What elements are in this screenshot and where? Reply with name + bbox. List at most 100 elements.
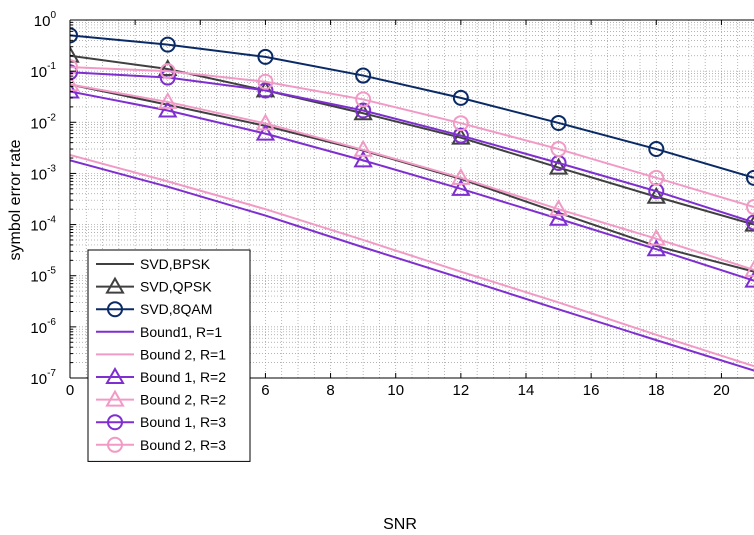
x-tick-label: 12 bbox=[453, 382, 470, 399]
data-point bbox=[157, 100, 178, 118]
data-point bbox=[646, 239, 667, 257]
legend-item: Bound 2, R=2 bbox=[96, 389, 226, 408]
data-point bbox=[451, 178, 471, 196]
legend-swatch-marker bbox=[105, 276, 125, 294]
data-point bbox=[648, 169, 665, 186]
legend-item: SVD,QPSK bbox=[96, 276, 212, 295]
legend-label: Bound 2, R=2 bbox=[140, 392, 226, 408]
x-tick-label: 14 bbox=[518, 382, 535, 399]
legend-swatch-marker bbox=[105, 389, 125, 407]
data-point bbox=[257, 73, 274, 90]
data-point bbox=[452, 115, 469, 132]
legend-item: SVD,8QAM bbox=[96, 301, 212, 318]
plot-series bbox=[70, 27, 754, 372]
series-line bbox=[70, 90, 754, 282]
y-tick-label: 10-7 bbox=[30, 368, 56, 388]
legend-label: Bound1, R=1 bbox=[140, 324, 222, 340]
data-point bbox=[70, 74, 80, 92]
series-2 bbox=[70, 27, 754, 186]
data-point bbox=[451, 167, 471, 185]
data-point bbox=[646, 228, 667, 246]
data-point bbox=[159, 36, 176, 53]
data-point bbox=[744, 270, 754, 288]
series-4 bbox=[70, 153, 754, 368]
data-point bbox=[550, 114, 567, 131]
legend-item: Bound 2, R=3 bbox=[96, 436, 226, 453]
series-line bbox=[70, 153, 754, 368]
data-point bbox=[744, 214, 754, 232]
legend: SVD,BPSK SVD,QPSK SVD,8QAM Bound1, R=1 Bound… bbox=[87, 249, 251, 462]
y-tick-label: 10-2 bbox=[30, 112, 56, 132]
legend-label: Bound 1, R=3 bbox=[140, 414, 226, 430]
legend-item: Bound 1, R=2 bbox=[96, 366, 226, 385]
data-point bbox=[70, 64, 78, 81]
series-8 bbox=[70, 59, 754, 216]
x-tick-label: 0 bbox=[66, 382, 74, 399]
x-tick-label: 18 bbox=[648, 382, 665, 399]
axes: 0246810121416182010-710-610-510-410-310-… bbox=[30, 10, 754, 399]
x-tick-label: 8 bbox=[326, 382, 334, 399]
series-7 bbox=[70, 64, 754, 231]
legend-item: Bound 2, R=1 bbox=[96, 346, 226, 362]
y-tick-label: 100 bbox=[34, 10, 57, 30]
data-point bbox=[353, 139, 373, 157]
data-point bbox=[355, 91, 372, 108]
series-3 bbox=[70, 159, 754, 372]
data-point bbox=[257, 48, 274, 65]
data-point bbox=[746, 214, 754, 231]
data-point bbox=[353, 150, 373, 168]
legend-label: Bound 2, R=1 bbox=[140, 346, 226, 362]
data-point bbox=[548, 157, 569, 175]
legend-label: Bound 1, R=2 bbox=[140, 369, 226, 385]
x-axis-label: SNR bbox=[383, 516, 417, 533]
x-tick-label: 10 bbox=[387, 382, 404, 399]
data-point bbox=[70, 59, 78, 76]
series-5 bbox=[70, 81, 754, 288]
data-point bbox=[548, 208, 569, 226]
series-6 bbox=[70, 74, 754, 277]
series-line bbox=[70, 34, 754, 179]
legend-box bbox=[87, 249, 251, 462]
legend-label: SVD,8QAM bbox=[140, 301, 212, 317]
legend-label: SVD,BPSK bbox=[140, 256, 211, 272]
x-tick-label: 20 bbox=[713, 382, 730, 399]
data-point bbox=[159, 63, 176, 80]
data-point bbox=[257, 82, 274, 99]
series-line bbox=[70, 66, 754, 209]
legend-item: SVD,BPSK bbox=[96, 256, 211, 272]
legend-swatch-marker bbox=[107, 436, 123, 453]
data-point bbox=[746, 199, 754, 216]
y-tick-label: 10-3 bbox=[30, 163, 56, 183]
data-point bbox=[746, 169, 754, 186]
data-point bbox=[452, 127, 469, 144]
legend-item: Bound 1, R=3 bbox=[96, 414, 226, 431]
legend-label: Bound 2, R=3 bbox=[140, 437, 226, 453]
x-tick-label: 6 bbox=[261, 382, 269, 399]
data-point bbox=[255, 123, 276, 141]
data-point bbox=[70, 27, 78, 44]
data-point bbox=[157, 91, 178, 109]
series-line bbox=[70, 83, 754, 271]
data-point bbox=[648, 141, 665, 158]
legend-swatch-marker bbox=[107, 301, 123, 318]
data-point bbox=[355, 67, 372, 84]
data-point bbox=[452, 89, 469, 106]
x-tick-label: 16 bbox=[583, 382, 600, 399]
legend-swatch-marker bbox=[105, 366, 125, 384]
legend-swatch-marker bbox=[107, 414, 123, 431]
data-point bbox=[744, 259, 754, 277]
data-point bbox=[550, 141, 567, 158]
data-point bbox=[255, 113, 276, 131]
series-line bbox=[70, 71, 754, 224]
y-tick-label: 10-5 bbox=[30, 266, 56, 286]
legend-item: Bound1, R=1 bbox=[96, 324, 222, 340]
data-point bbox=[157, 59, 178, 77]
data-point bbox=[70, 45, 80, 63]
y-tick-label: 10-1 bbox=[30, 61, 56, 81]
y-axis-label: symbol error rate bbox=[7, 139, 24, 260]
series-line bbox=[70, 159, 754, 372]
data-point bbox=[355, 102, 372, 119]
data-point bbox=[548, 199, 569, 217]
y-tick-label: 10-4 bbox=[30, 215, 56, 235]
